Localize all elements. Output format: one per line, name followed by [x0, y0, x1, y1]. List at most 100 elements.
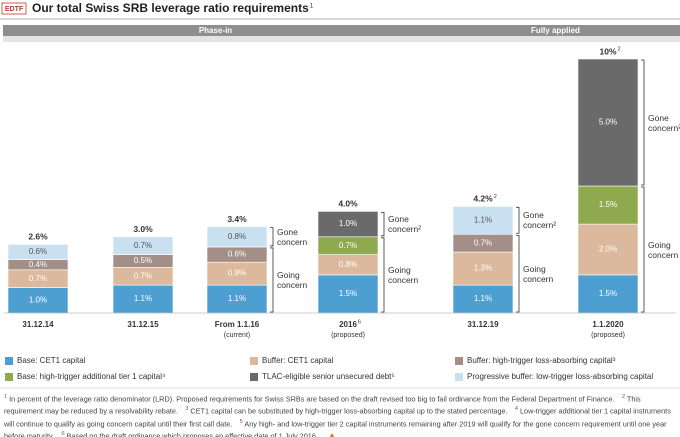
bar-segment — [7, 244, 69, 260]
segment-label: 2.0% — [599, 245, 617, 254]
bar-segment — [206, 226, 268, 248]
segment-label: 0.5% — [134, 256, 152, 265]
footnotes: 1 In percent of the leverage ratio denom… — [4, 392, 676, 437]
phase-band — [423, 36, 680, 42]
category-note: 6 — [358, 319, 361, 325]
bracket — [381, 212, 385, 237]
footnote-text: This requirement may be reduced by a res… — [4, 394, 641, 416]
bracket — [381, 237, 385, 313]
segment-label: 0.7% — [474, 238, 492, 247]
x-tick-label: 31.12.15 — [127, 320, 159, 329]
footnote-text: Any high- and low-trigger tier 2 capital… — [4, 419, 667, 437]
going-concern-label: Going concern — [523, 263, 554, 284]
x-tick-label: 1.1.2020 — [592, 320, 624, 329]
bar-segment — [112, 284, 174, 314]
legend-swatch — [455, 357, 463, 365]
legend-swatch — [5, 357, 13, 365]
segment-label: 0.7% — [134, 241, 152, 250]
going-concern-label: Going concern — [277, 269, 308, 290]
total-note: 2 — [494, 194, 497, 200]
going-concern-label: Going concern — [648, 239, 679, 260]
gone-concern-label: Gone concern² — [648, 112, 680, 133]
bar-segment — [452, 284, 514, 314]
segment-label: 0.7% — [29, 274, 47, 283]
footnote-text: Low-trigger additional tier 1 capital in… — [4, 406, 671, 429]
bar-segment — [577, 58, 639, 187]
segment-label: 0.8% — [339, 260, 357, 269]
segment-label: 1.5% — [599, 289, 617, 298]
total-label: 4.2% — [473, 194, 493, 204]
bar-segment — [7, 287, 69, 314]
going-concern-label: Going concern — [388, 264, 419, 285]
legend-label: Buffer: high-trigger loss-absorbing capi… — [467, 356, 616, 365]
total-label: 10% — [599, 46, 616, 56]
bar-segment — [112, 236, 174, 255]
footnote-text: Based on the draft ordinance which propo… — [66, 431, 318, 437]
bar-segment — [577, 185, 639, 225]
bracket — [516, 206, 520, 234]
segment-label: 1.5% — [339, 289, 357, 298]
phase-label: Phase-in — [199, 26, 232, 35]
warning-icon — [328, 432, 337, 437]
segment-label: 0.9% — [228, 269, 246, 278]
segment-label: 1.5% — [599, 200, 617, 209]
legend-swatch — [250, 357, 258, 365]
chart-title: Our total Swiss SRB leverage ratio requi… — [32, 1, 309, 15]
segment-label: 1.1% — [474, 215, 492, 224]
category-sublabel: (proposed) — [331, 332, 365, 339]
footnote-text: In percent of the leverage ratio denomin… — [9, 394, 615, 404]
total-note: 2 — [618, 46, 621, 52]
footnote-mark: 5 — [239, 418, 243, 425]
x-tick-label: 2016 — [339, 320, 357, 329]
legend-label: Base: CET1 capital — [17, 356, 86, 365]
bracket — [516, 234, 520, 313]
total-label: 4.0% — [338, 199, 358, 209]
category-sublabel: (proposed) — [591, 332, 625, 339]
footnote-mark: 1 — [4, 394, 8, 400]
legend-label: Progressive buffer: low-trigger loss-abs… — [467, 372, 653, 381]
bracket — [270, 227, 274, 247]
bar-segment — [206, 284, 268, 314]
segment-label: 1.0% — [339, 219, 357, 228]
total-label: 3.0% — [133, 224, 153, 234]
legend-label: TLAC-eligible senior unsecured debt⁵ — [262, 372, 395, 381]
segment-label: 0.8% — [228, 232, 246, 241]
footnote-mark: 4 — [514, 406, 518, 413]
phase-header — [3, 25, 428, 36]
tag: EDTF — [5, 6, 24, 13]
category-sublabel: (current) — [224, 332, 250, 339]
bar-segment — [452, 251, 514, 286]
phase-header — [423, 25, 680, 36]
segment-label: 1.3% — [474, 264, 492, 273]
bar-segment — [452, 206, 514, 235]
segment-label: 0.7% — [339, 241, 357, 250]
segment-label: 0.7% — [134, 271, 152, 280]
title-note: 1 — [310, 4, 314, 10]
footnote-mark: 2 — [621, 394, 626, 400]
legend-label: Buffer: CET1 capital — [262, 356, 334, 365]
gone-concern-label: Gone concern² — [388, 214, 422, 235]
bar-segment — [317, 211, 379, 238]
legend-swatch — [5, 373, 13, 381]
x-tick-label: 31.12.19 — [467, 320, 499, 329]
segment-label: 0.4% — [29, 260, 47, 269]
legend-label: Base: high-trigger additional tier 1 cap… — [17, 372, 166, 381]
segment-label: 1.0% — [29, 295, 47, 304]
footnote-mark: 3 — [185, 406, 189, 413]
segment-label: 1.1% — [474, 294, 492, 303]
phase-band — [3, 36, 428, 42]
bar-segment — [577, 223, 639, 276]
total-label: 3.4% — [227, 214, 247, 224]
footnote-text: CET1 capital can be substituted by high-… — [190, 406, 508, 416]
tag-box — [1, 2, 27, 15]
segment-label: 1.1% — [134, 294, 152, 303]
x-tick-label: From 1.1.16 — [215, 320, 260, 329]
segment-label: 1.1% — [228, 294, 246, 303]
footnote-mark: 6 — [61, 431, 65, 437]
gone-concern-label: Gone concern² — [523, 210, 557, 231]
legend-swatch — [250, 373, 258, 381]
phase-label: Fully applied — [531, 26, 580, 35]
gone-concern-label: Gone concern — [277, 226, 308, 247]
